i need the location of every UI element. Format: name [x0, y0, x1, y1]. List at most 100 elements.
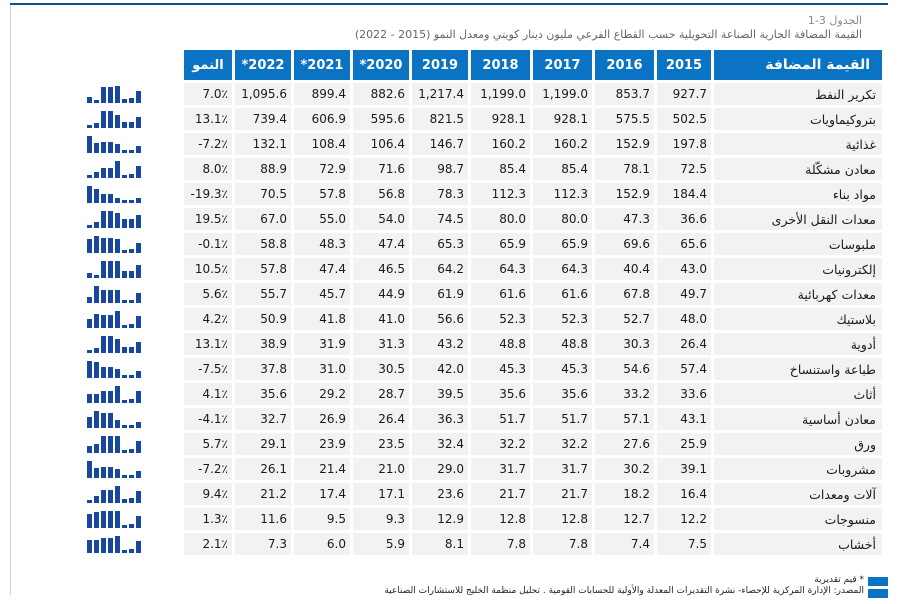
- value-cell: 11.6: [235, 508, 291, 533]
- sparkline-bar: [94, 189, 99, 203]
- value-cell: 606.9: [294, 108, 350, 133]
- sparkline-bar: [122, 219, 127, 228]
- table-row: -0.1٪ 58.8 48.3 47.4 65.3 65.9 65.9 69.6 65.6 ملب…: [83, 233, 882, 258]
- sparkline-bar: [136, 198, 141, 203]
- value-cell: 67.0: [235, 208, 291, 233]
- value-cell: 899.4: [294, 83, 350, 108]
- sparkline-bar: [136, 146, 141, 153]
- sparkline-bar: [122, 250, 127, 253]
- sparkline-bar: [115, 290, 120, 303]
- growth-cell: 8.0٪: [184, 158, 232, 183]
- sparkline-bar: [115, 261, 120, 278]
- value-cell: 51.7: [533, 408, 592, 433]
- sparkline: [87, 435, 181, 453]
- growth-cell: 4.1٪: [184, 383, 232, 408]
- sparkline-bar: [101, 413, 106, 428]
- sparkline-cell: [83, 108, 181, 133]
- growth-cell: 1.3٪: [184, 508, 232, 533]
- sparkline-cell: [83, 183, 181, 208]
- value-cell: 1,217.4: [412, 83, 468, 108]
- sparkline-bar: [129, 399, 134, 403]
- value-cell: 32.4: [412, 433, 468, 458]
- sparkline-bar: [87, 239, 92, 253]
- table-row: -7.2٪ 132.1 108.4 106.4 146.7 160.2 160.2 152.9…: [83, 133, 882, 158]
- value-cell: 108.4: [294, 133, 350, 158]
- value-cell: 7.3: [235, 533, 291, 558]
- value-cell: 30.5: [353, 358, 409, 383]
- value-cell: 74.5: [412, 208, 468, 233]
- sparkline-bar: [94, 222, 99, 228]
- value-cell: 26.4: [353, 408, 409, 433]
- sparkline-bar: [101, 87, 106, 103]
- value-cell: 42.0: [412, 358, 468, 383]
- sparkline-bar: [136, 391, 141, 403]
- sparkline: [87, 385, 181, 403]
- source-note: المصدر: الإدارة المركزية للإحصاء- نشرة ا…: [384, 586, 864, 596]
- value-cell: 35.6: [533, 383, 592, 408]
- sparkline-bar: [94, 444, 99, 453]
- sparkline-bar: [101, 290, 106, 303]
- sparkline: [87, 185, 181, 203]
- value-cell: 56.8: [353, 183, 409, 208]
- value-cell: 65.3: [412, 233, 468, 258]
- value-cell: 7.5: [657, 533, 711, 558]
- page-frame: [10, 5, 889, 595]
- table-row: 4.2٪ 50.9 41.8 41.0 56.6 52.3 52.3 52.7 48.0 بلاس…: [83, 308, 882, 333]
- sparkline-bar: [87, 514, 92, 528]
- sparkline-bar: [108, 211, 113, 228]
- sparkline-bar: [122, 347, 127, 353]
- value-cell: 23.6: [412, 483, 468, 508]
- value-cell: 7.4: [595, 533, 654, 558]
- value-cell: 21.0: [353, 458, 409, 483]
- value-cell: 106.4: [353, 133, 409, 158]
- sparkline-cell: [83, 233, 181, 258]
- value-cell: 26.9: [294, 408, 350, 433]
- sparkline-bar: [87, 500, 92, 503]
- year-header-2016: 2016: [595, 50, 654, 83]
- value-cell: 39.5: [412, 383, 468, 408]
- sparkline-bar: [87, 540, 92, 553]
- sparkline-bar: [129, 498, 134, 503]
- sparkline: [87, 510, 181, 528]
- sector-name-cell: معدات كهربائية: [714, 283, 882, 308]
- value-cell: 12.8: [471, 508, 530, 533]
- value-cell: 502.5: [657, 108, 711, 133]
- value-cell: 26.4: [657, 333, 711, 358]
- sector-name-cell: أخشاب: [714, 533, 882, 558]
- value-cell: 33.6: [657, 383, 711, 408]
- value-cell: 65.6: [657, 233, 711, 258]
- value-cell: 821.5: [412, 108, 468, 133]
- value-cell: 8.1: [412, 533, 468, 558]
- sparkline-bar: [136, 117, 141, 128]
- value-cell: 48.0: [657, 308, 711, 333]
- value-cell: 45.3: [533, 358, 592, 383]
- sparkline-header: [83, 50, 181, 83]
- value-cell: 52.3: [533, 308, 592, 333]
- sparkline-bar: [87, 125, 92, 128]
- value-cell: 43.0: [657, 258, 711, 283]
- value-cell: 29.0: [412, 458, 468, 483]
- value-cell: 1,199.0: [533, 83, 592, 108]
- year-header-2022: *2022: [235, 50, 291, 83]
- sector-name-cell: مشروبات: [714, 458, 882, 483]
- value-cell: 40.4: [595, 258, 654, 283]
- growth-cell: -7.2٪: [184, 133, 232, 158]
- sparkline-bar: [136, 371, 141, 378]
- top-rule: [10, 3, 888, 5]
- sparkline: [87, 260, 181, 278]
- value-cell: 31.7: [471, 458, 530, 483]
- sparkline-bar: [115, 436, 120, 453]
- sparkline-bar: [115, 469, 120, 478]
- value-cell: 37.8: [235, 358, 291, 383]
- sparkline-bar: [122, 400, 127, 403]
- sparkline-bar: [101, 336, 106, 353]
- sparkline-bar: [101, 111, 106, 128]
- value-cell: 57.4: [657, 358, 711, 383]
- year-header-2017: 2017: [533, 50, 592, 83]
- sparkline-bar: [108, 413, 113, 428]
- sparkline-bar: [101, 194, 106, 203]
- value-cell: 29.1: [235, 433, 291, 458]
- sparkline-bar: [108, 238, 113, 253]
- sparkline-bar: [115, 311, 120, 328]
- sparkline-cell: [83, 283, 181, 308]
